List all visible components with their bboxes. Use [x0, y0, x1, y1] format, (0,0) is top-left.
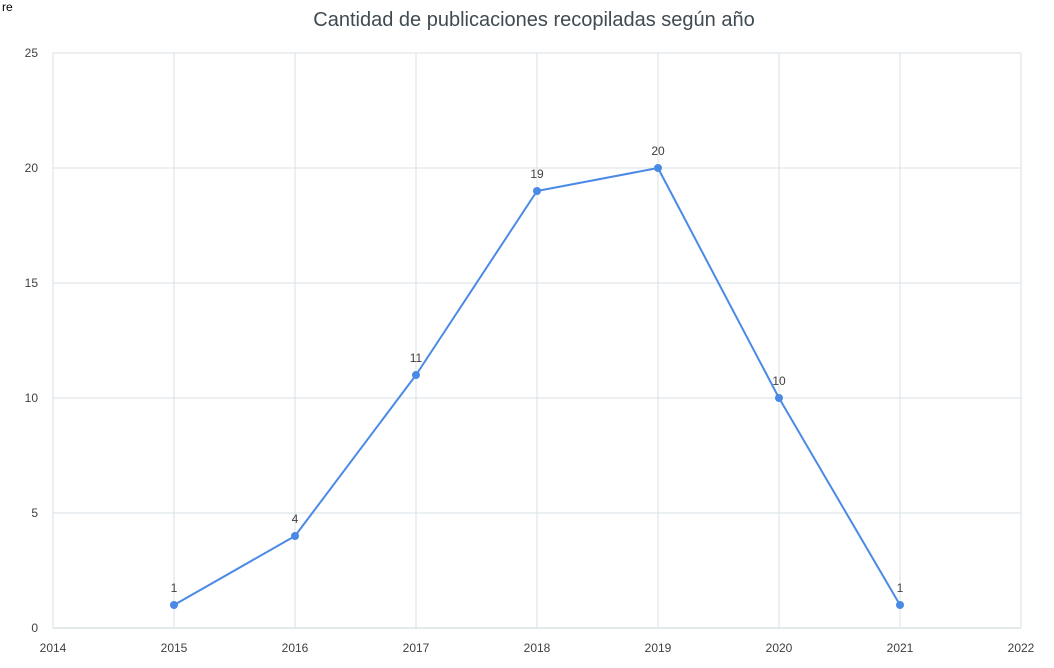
x-tick-label: 2014: [40, 641, 67, 655]
data-label: 1: [171, 581, 178, 595]
data-label: 11: [410, 351, 423, 365]
data-label: 20: [651, 144, 665, 158]
data-label: 19: [530, 167, 544, 181]
x-tick-label: 2022: [1008, 641, 1035, 655]
x-tick-label: 2019: [645, 641, 672, 655]
y-tick-label: 5: [31, 506, 38, 520]
y-tick-label: 25: [25, 46, 39, 60]
x-tick-label: 2021: [887, 641, 914, 655]
x-tick-label: 2016: [282, 641, 309, 655]
x-tick-label: 2020: [766, 641, 793, 655]
x-tick-label: 2015: [161, 641, 188, 655]
y-tick-label: 0: [31, 621, 38, 635]
data-point: [291, 532, 299, 540]
edge-cell-text: re: [2, 0, 13, 14]
x-tick-label: 2017: [403, 641, 430, 655]
chart-title: Cantidad de publicaciones recopiladas se…: [313, 9, 754, 31]
grid-lines: [52, 52, 1022, 629]
data-label: 4: [292, 512, 299, 526]
data-point: [896, 601, 904, 609]
data-point: [533, 187, 541, 195]
sheet-edge: re: [0, 0, 13, 668]
data-point: [170, 601, 178, 609]
y-tick-label: 20: [25, 161, 39, 175]
data-point: [775, 394, 783, 402]
series-group: 1 4 11 19 20 10 1: [170, 144, 904, 609]
y-tick-label: 10: [25, 391, 39, 405]
data-label: 1: [897, 581, 904, 595]
x-tick-label: 2018: [524, 641, 551, 655]
data-point: [412, 371, 420, 379]
data-label: 10: [772, 374, 786, 388]
y-tick-label: 15: [25, 276, 39, 290]
data-point: [654, 164, 662, 172]
